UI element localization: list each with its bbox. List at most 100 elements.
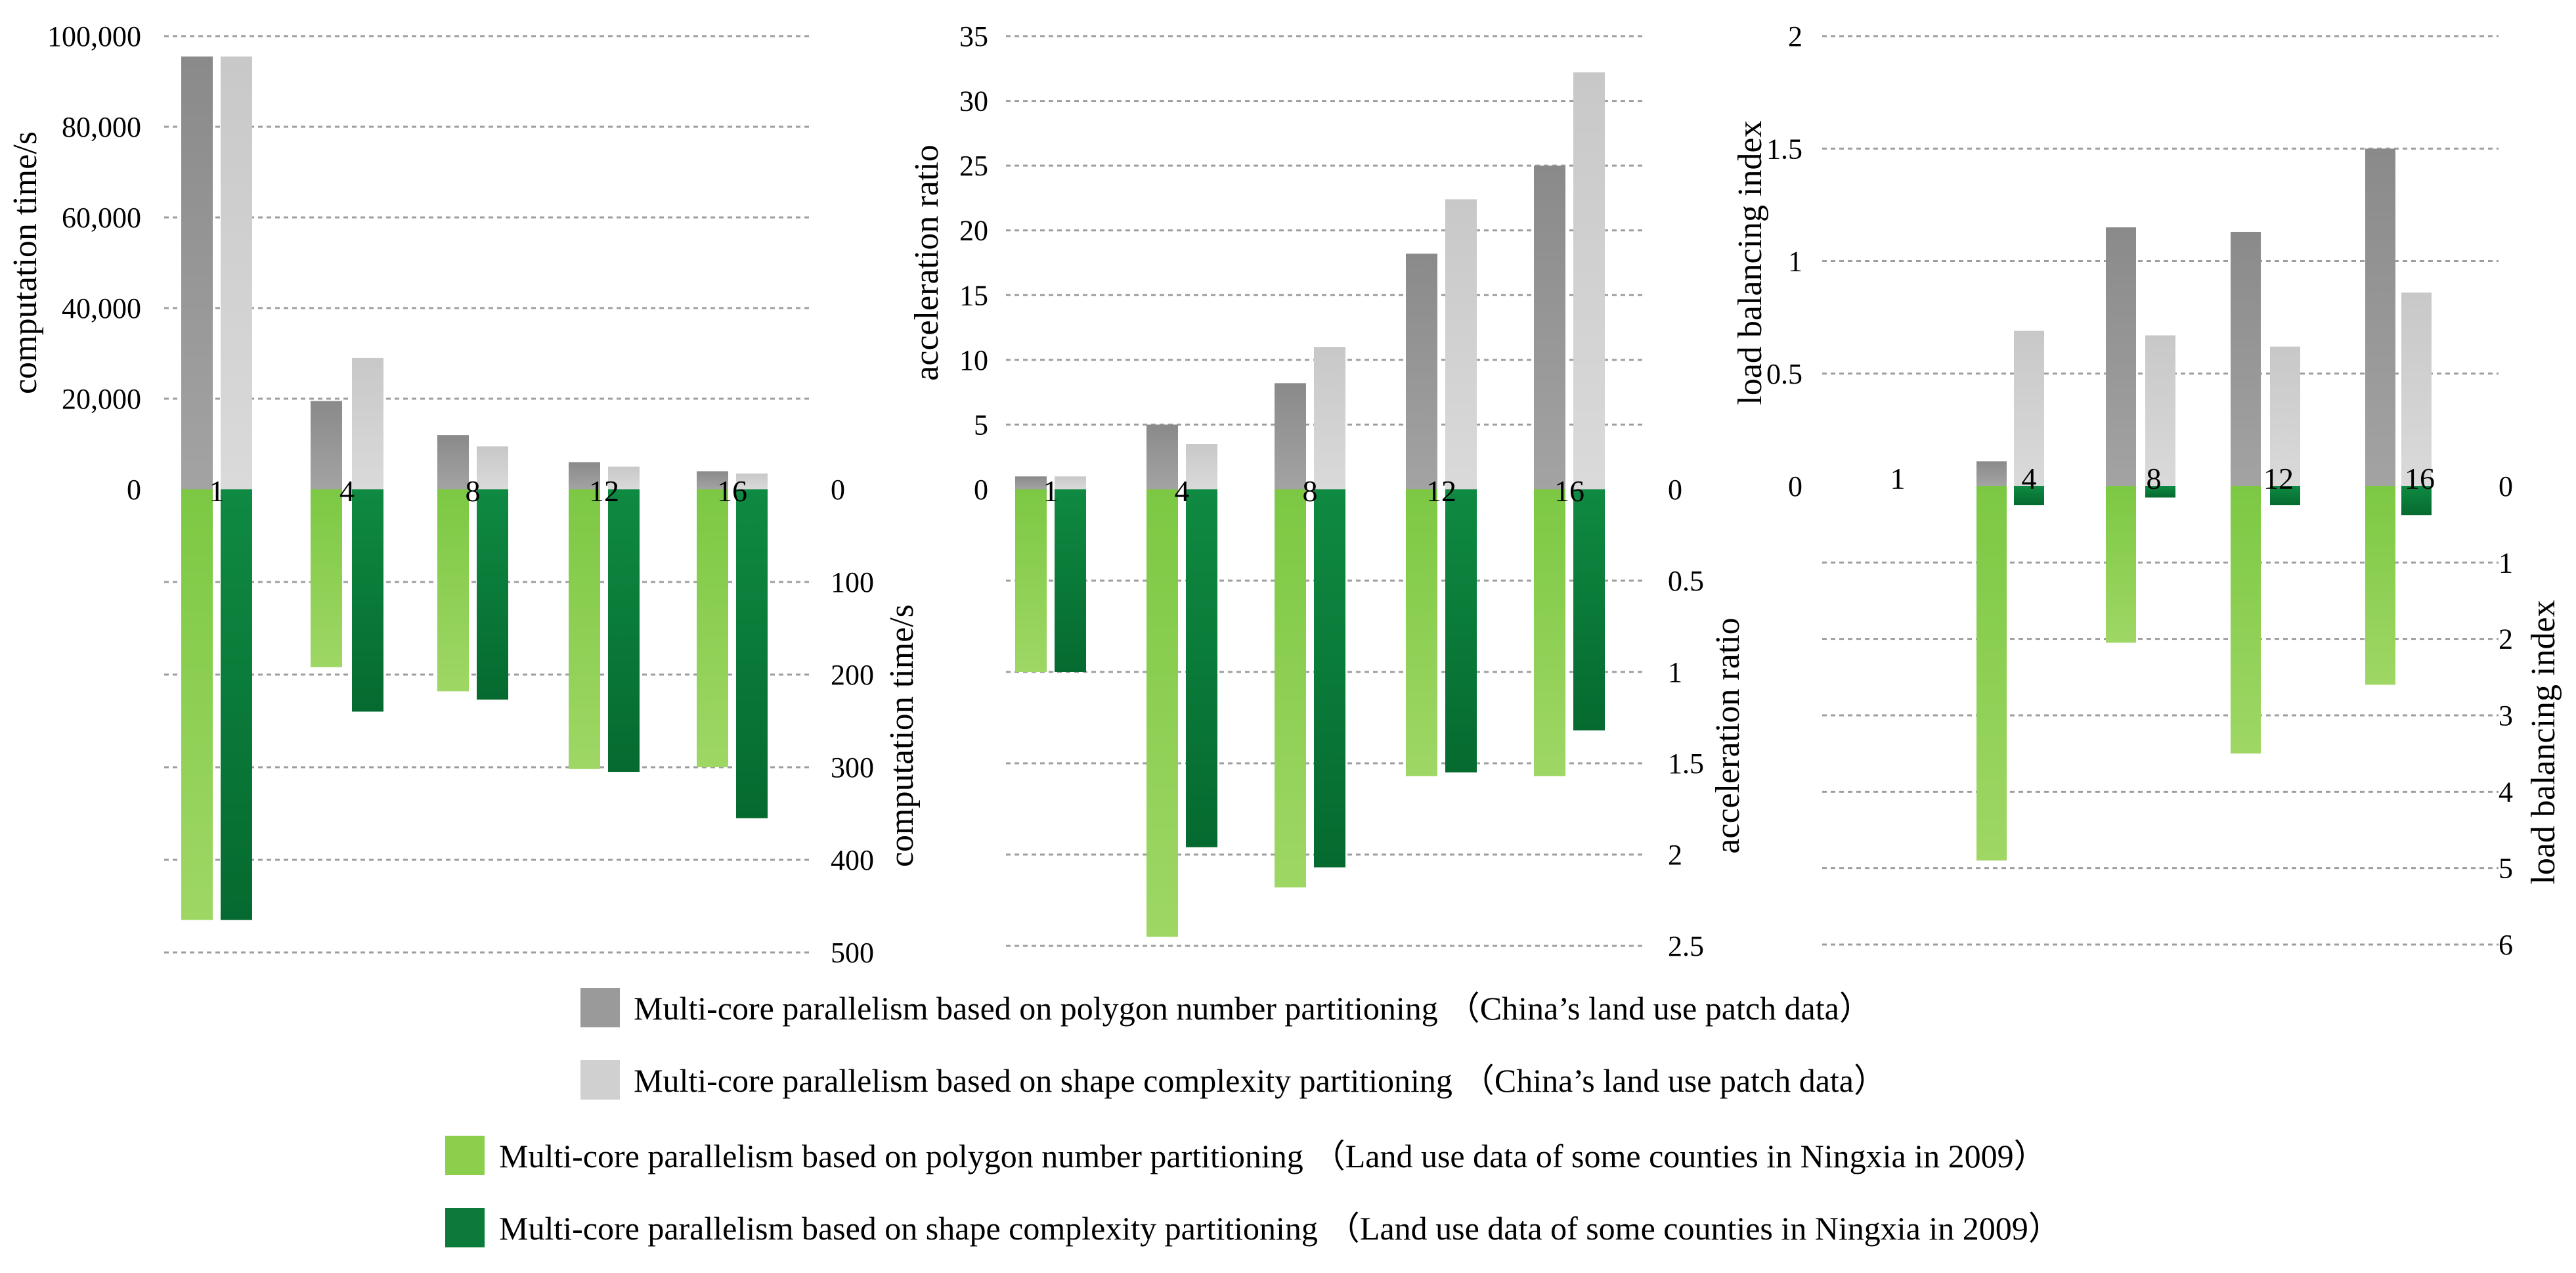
legend-swatch [580,988,620,1027]
bar-upper-series-2-cat-12 [608,466,640,489]
lower-axis-tick-label: 300 [831,751,874,784]
bar-upper-series-1-cat-4 [1976,461,2007,486]
bar-lower-series-3-cat-4 [311,489,342,667]
bar-lower-series-4-cat-16 [736,489,768,818]
bar-upper-series-2-cat-8 [477,446,508,489]
bar-upper-series-2-cat-1 [221,56,252,490]
bar-lower-series-4-cat-16 [1573,489,1605,730]
bar-upper-series-1-cat-12 [1406,254,1437,489]
legend-dataset: （China’s land use patch data） [1447,990,1872,1027]
legend-dataset: （China’s land use patch data） [1462,1062,1887,1099]
legend-method: Multi-core parallelism based on shape co… [634,1062,1452,1099]
category-label: 8 [466,474,481,508]
lower-axis-tick-label: 3 [2499,700,2513,732]
bar-lower-series-4-cat-4 [352,489,383,712]
upper-axis-tick-label: 1 [1788,246,1802,278]
lower-axis-tick-label: 1 [1668,656,1682,688]
bar-lower-series-4-cat-12 [1445,489,1477,772]
bar-upper-series-2-cat-4 [352,357,383,489]
bar-upper-series-1-cat-1 [1015,476,1047,489]
category-label: 8 [1303,474,1318,508]
legend: Multi-core parallelism based on polygon … [445,988,2061,1247]
legend-label: Multi-core parallelism based on shape co… [634,1062,1887,1099]
lower-axis-tick-label: 2 [1668,839,1682,871]
upper-axis-tick-label: 15 [959,279,988,311]
bar-upper-series-2-cat-4 [2014,330,2044,486]
legend-label: Multi-core parallelism based on polygon … [634,990,1872,1027]
upper-axis-tick-label: 60,000 [62,202,141,234]
category-label: 16 [1554,474,1584,508]
bar-lower-series-3-cat-1 [181,489,213,920]
legend-item: Multi-core parallelism based on polygon … [445,1136,2047,1175]
upper-axis-tick-label: 100,000 [47,20,141,53]
upper-axis-tick-label: 20,000 [62,383,141,415]
bar-lower-series-4-cat-16 [2401,486,2432,516]
legend-label: Multi-core parallelism based on shape co… [499,1210,2061,1247]
lower-axis-tick-label: 2.5 [1668,930,1704,962]
upper-axis-tick-label: 10 [959,344,988,376]
bar-lower-series-3-cat-4 [1976,486,2007,861]
bar-upper-series-2-cat-12 [2270,346,2300,486]
legend-item: Multi-core parallelism based on shape co… [445,1208,2061,1247]
lower-axis-tick-label: 0 [1668,474,1682,506]
category-label: 12 [1426,474,1456,508]
bar-lower-series-3-cat-8 [437,489,469,692]
category-label: 1 [1890,462,1906,495]
lower-axis-tick-label: 1 [2499,547,2513,579]
bar-upper-series-2-cat-16 [736,473,768,489]
category-label: 4 [1175,474,1190,508]
bar-upper-series-1-cat-16 [1534,166,1565,489]
lower-axis-tick-label: 0 [2499,470,2513,502]
category-label: 1 [1043,474,1059,508]
bar-lower-series-4-cat-8 [1314,489,1345,868]
upper-axis-tick-label: 40,000 [62,292,141,324]
bar-upper-series-2-cat-8 [1314,347,1345,489]
lower-axis-tick-label: 0 [831,474,845,506]
legend-method: Multi-core parallelism based on shape co… [499,1210,1318,1247]
upper-axis-tick-label: 25 [959,150,988,182]
category-label: 4 [2022,462,2037,495]
bar-lower-series-3-cat-4 [1146,489,1178,937]
upper-axis-tick-label: 0 [1788,470,1802,502]
upper-axis-title: acceleration ratio [908,145,946,380]
upper-axis-tick-label: 5 [974,409,988,441]
lower-axis-tick-label: 6 [2499,929,2513,961]
upper-axis-title: computation time/s [7,131,44,394]
bar-upper-series-2-cat-16 [1573,72,1605,489]
bar-lower-series-4-cat-1 [1055,489,1086,672]
upper-axis-tick-label: 30 [959,85,988,118]
bar-upper-series-1-cat-4 [1146,424,1178,489]
bar-upper-series-2-cat-16 [2401,292,2432,486]
lower-axis-tick-label: 200 [831,659,874,691]
upper-axis-tick-label: 0 [127,474,141,506]
legend-label: Multi-core parallelism based on polygon … [499,1138,2047,1174]
legend-method: Multi-core parallelism based on polygon … [499,1138,1303,1174]
upper-axis-title: load balancing index [1732,120,1769,405]
upper-axis-tick-label: 1.5 [1766,133,1802,165]
bar-lower-series-4-cat-4 [2014,486,2044,506]
bar-lower-series-3-cat-12 [569,489,600,769]
upper-axis-tick-label: 2 [1788,20,1802,53]
bar-lower-series-4-cat-4 [1186,489,1217,847]
category-label: 16 [717,474,747,508]
legend-item: Multi-core parallelism based on polygon … [580,988,1872,1027]
lower-axis-tick-label: 400 [831,844,874,876]
legend-swatch [445,1136,485,1175]
bar-upper-series-2-cat-1 [1055,476,1086,489]
category-label: 8 [2147,462,2162,495]
category-label: 16 [2405,462,2435,495]
bar-lower-series-3-cat-16 [1534,489,1565,776]
bar-upper-series-1-cat-4 [311,401,342,489]
bar-lower-series-3-cat-1 [1015,489,1047,672]
category-label: 12 [2263,462,2294,495]
bar-upper-series-1-cat-8 [2106,227,2136,486]
chart-panel-1: 0 20,000 40,000 60,000 80,000 100,000 0 100 200 3… [7,20,921,969]
bar-upper-series-1-cat-8 [437,435,469,489]
bar-lower-series-4-cat-12 [2270,486,2300,506]
lower-axis-tick-label: 500 [831,937,874,969]
legend-swatch [445,1208,485,1247]
lower-axis-title: acceleration ratio [1709,617,1747,853]
lower-axis-tick-label: 4 [2499,776,2513,808]
upper-axis-tick-label: 0.5 [1766,358,1802,390]
